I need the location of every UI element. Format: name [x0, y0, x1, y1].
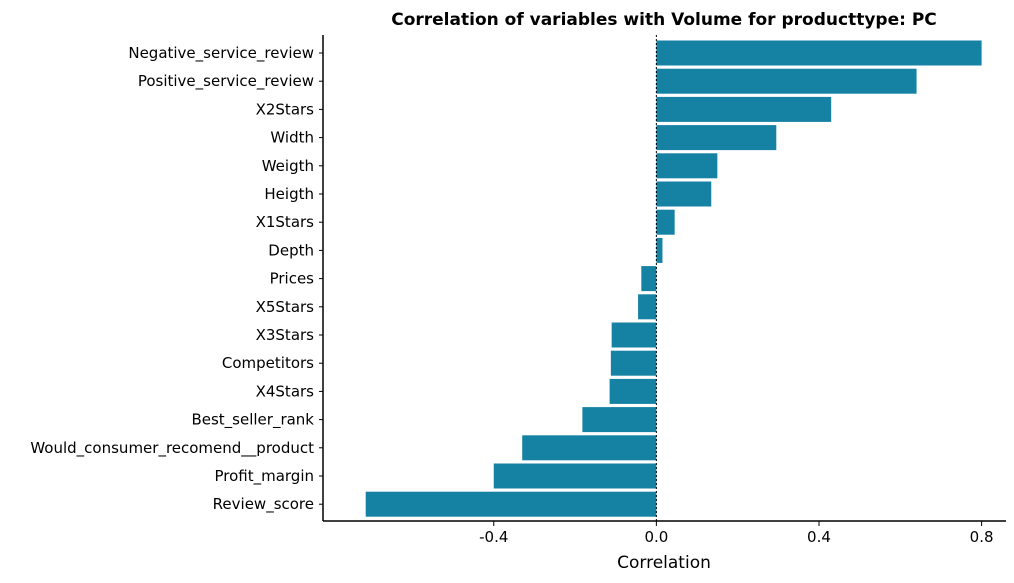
bar-competitors	[610, 350, 657, 376]
bar-would-consumer-recomend-product	[522, 435, 657, 461]
x-tick-label: -0.4	[479, 528, 508, 546]
x-tick-label: 0.0	[644, 528, 668, 546]
y-tick-label: Review_score	[213, 495, 314, 514]
y-tick-label: Best_seller_rank	[191, 411, 314, 430]
bar-x1stars	[656, 209, 675, 235]
bar-best-seller-rank	[582, 407, 657, 433]
y-tick-label: X2Stars	[256, 100, 315, 118]
x-tick-label: 0.8	[970, 528, 994, 546]
bar-x2stars	[656, 96, 832, 122]
bar-positive-service-review	[656, 68, 917, 94]
y-tick-label: X4Stars	[256, 382, 315, 400]
y-tick-label: Prices	[270, 270, 315, 288]
x-axis: -0.4 0.0 0.4 0.8	[479, 521, 994, 546]
bar-x3stars	[611, 322, 657, 348]
y-tick-label: Weigth	[262, 157, 314, 175]
y-tick-label: Competitors	[222, 354, 314, 372]
y-tick-label: Would_consumer_recomend__product	[30, 439, 314, 458]
bar-x4stars	[609, 378, 657, 404]
bar-weigth	[656, 153, 718, 179]
y-tick-label: Width	[270, 129, 314, 147]
bar-profit-margin	[493, 463, 657, 489]
bar-review-score	[365, 491, 657, 517]
y-tick-label: Heigth	[264, 185, 314, 203]
y-tick-label: Negative_service_review	[128, 44, 314, 63]
bar-width	[656, 125, 777, 151]
bar-x5stars	[638, 294, 657, 320]
x-axis-title: Correlation	[617, 553, 711, 573]
y-tick-label: X3Stars	[256, 326, 315, 344]
y-tick-label: Profit_margin	[214, 467, 314, 486]
bar-prices	[641, 266, 657, 292]
bar-heigth	[656, 181, 712, 207]
y-tick-label: Depth	[268, 241, 314, 259]
bars-group	[365, 40, 982, 517]
y-tick-label: X1Stars	[256, 213, 315, 231]
y-tick-label: Positive_service_review	[138, 72, 314, 91]
chart-title: Correlation of variables with Volume for…	[391, 10, 937, 30]
x-tick-label: 0.4	[807, 528, 831, 546]
y-tick-labels: Negative_service_review Positive_service_…	[30, 44, 323, 514]
y-tick-label: X5Stars	[256, 298, 315, 316]
bar-negative-service-review	[656, 40, 982, 66]
bar-depth	[656, 237, 663, 263]
